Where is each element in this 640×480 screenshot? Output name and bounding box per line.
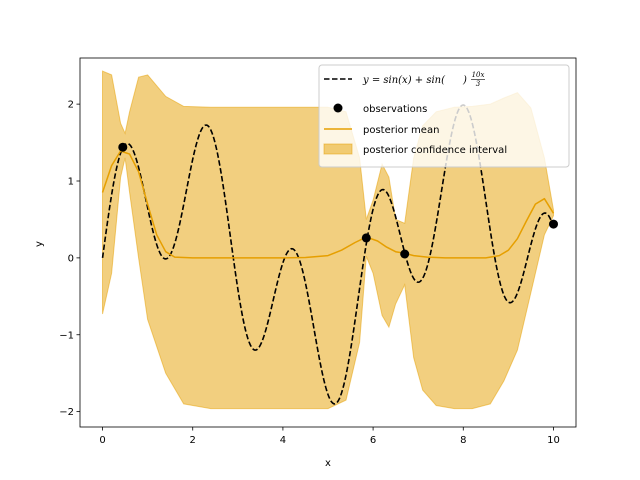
true-function-line bbox=[101, 104, 555, 405]
legend-observations-swatch bbox=[333, 103, 343, 113]
legend-true-function-label: y = sin(x) + sin() bbox=[362, 75, 467, 86]
x-tick-label: 0 bbox=[99, 435, 105, 446]
observation-point bbox=[118, 142, 128, 152]
legend-confidence-interval-swatch bbox=[323, 143, 353, 155]
y-tick-label: −2 bbox=[59, 407, 74, 418]
legend-posterior-mean-label: posterior mean bbox=[363, 125, 439, 136]
axes-frame bbox=[79, 57, 577, 428]
observation-point bbox=[549, 219, 558, 229]
axes: 0 2 4 6 8 10 −2 −1 0 1 2 bbox=[59, 57, 577, 446]
observation-point bbox=[400, 249, 410, 259]
legend-confidence-interval-label: posterior confidence interval bbox=[363, 145, 507, 156]
y-tick-label: 2 bbox=[68, 100, 74, 111]
y-tick-label: −1 bbox=[59, 330, 74, 341]
x-tick-label: 10 bbox=[547, 435, 560, 446]
legend: y = sin(x) + sin() 10x 3 observations po… bbox=[318, 64, 570, 168]
legend-frame bbox=[318, 64, 570, 168]
legend-true-function-fraction-num: 10x bbox=[472, 71, 485, 79]
legend-true-function-fraction-den: 3 bbox=[476, 80, 481, 88]
y-tick-label: 0 bbox=[68, 253, 74, 264]
x-tick-label: 4 bbox=[280, 435, 286, 446]
x-tick-label: 2 bbox=[190, 435, 196, 446]
x-tick-label: 6 bbox=[370, 435, 376, 446]
y-tick-label: 1 bbox=[68, 177, 74, 188]
observation-point bbox=[361, 233, 371, 243]
x-tick-label: 8 bbox=[460, 435, 466, 446]
x-axis-label: x bbox=[325, 458, 331, 469]
legend-observations-label: observations bbox=[363, 104, 427, 115]
y-axis-label: y bbox=[34, 241, 45, 247]
